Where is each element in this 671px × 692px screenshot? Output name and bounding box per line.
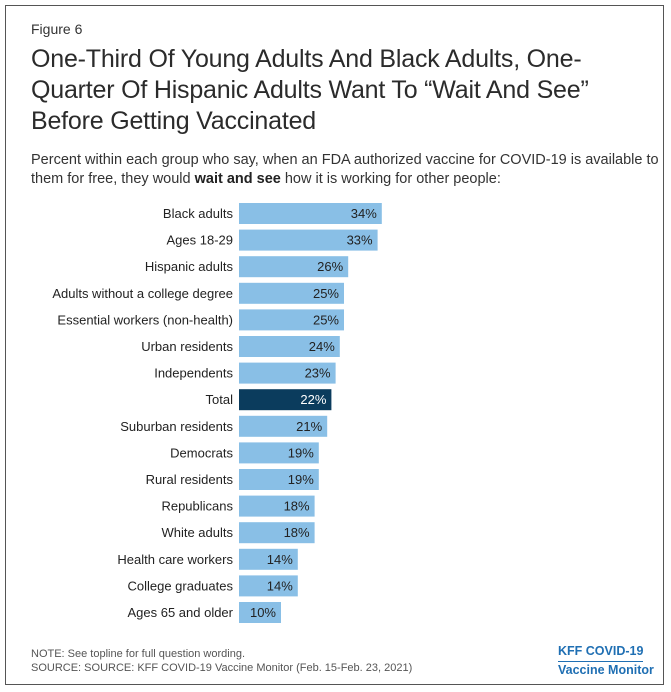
bar: [239, 548, 298, 570]
bar: [239, 602, 281, 623]
logo-line-1: KFF COVID-19: [558, 643, 644, 662]
category-label: Suburban residents: [120, 419, 233, 434]
bar: [239, 362, 336, 384]
category-label: Adults without a college degree: [52, 286, 233, 301]
category-label: Total: [206, 392, 234, 407]
category-label: Black adults: [163, 206, 234, 221]
value-label: 25%: [313, 312, 339, 327]
category-label: Essential workers (non-health): [57, 312, 233, 327]
figure-label: Figure 6: [31, 21, 83, 37]
bar-highlight: [239, 389, 332, 411]
value-label: 33%: [347, 233, 373, 248]
note-text: NOTE: See topline for full question word…: [31, 648, 246, 660]
logo-line-2: Vaccine Monitor: [558, 663, 654, 677]
value-label: 26%: [317, 259, 343, 274]
value-label: 24%: [309, 339, 335, 354]
bar: [239, 415, 328, 437]
bar-chart: Black adults 34% Ages 18-29 33% Hispanic adu…: [52, 203, 382, 623]
value-label: 14%: [267, 578, 293, 593]
chart-title: One-Third Of Young Adults And Black Adul…: [31, 45, 589, 135]
subtitle-text-bold: wait and see: [194, 171, 281, 187]
category-label: White adults: [161, 525, 233, 540]
subtitle-text-post: how it is working for other people:: [280, 171, 501, 187]
value-label: 10%: [250, 605, 276, 620]
chart-frame: Figure 6 One-Third Of Young Adults And B…: [5, 5, 664, 685]
value-label: 19%: [288, 445, 314, 460]
value-label: 23%: [305, 366, 331, 381]
bar: [239, 256, 349, 278]
category-label: Health care workers: [117, 552, 233, 567]
value-label: 25%: [313, 286, 339, 301]
value-label: 21%: [296, 419, 322, 434]
bar: [239, 495, 315, 517]
value-label: 18%: [284, 499, 310, 514]
chart-subtitle: Percent within each group who say, when …: [31, 151, 661, 189]
subtitle-text-pre: Percent within each group who say, when …: [31, 152, 659, 187]
footnote: NOTE: See topline for full question word…: [31, 647, 412, 675]
value-label: 19%: [288, 472, 314, 487]
source-text: SOURCE: SOURCE: KFF COVID-19 Vaccine Mon…: [31, 662, 413, 674]
kff-logo: KFF COVID-19 Vaccine Monitor: [558, 643, 654, 679]
value-label: 22%: [300, 392, 326, 407]
category-label: Rural residents: [146, 472, 234, 487]
category-label: Ages 18-29: [167, 233, 234, 248]
value-label: 14%: [267, 552, 293, 567]
bar: [239, 282, 344, 304]
bar: [239, 469, 319, 490]
bar: [239, 203, 382, 224]
bar: [239, 522, 315, 544]
category-label: Urban residents: [141, 339, 233, 354]
value-label: 34%: [351, 206, 377, 221]
value-label: 18%: [284, 525, 310, 540]
bar: [239, 229, 378, 251]
category-label: Independents: [154, 366, 233, 381]
category-label: Ages 65 and older: [127, 605, 233, 620]
category-label: Republicans: [161, 499, 233, 514]
bar: [239, 336, 340, 357]
bar: [239, 575, 298, 597]
category-label: College graduates: [127, 578, 233, 593]
category-label: Democrats: [170, 445, 233, 460]
bar: [239, 309, 344, 331]
category-label: Hispanic adults: [145, 259, 234, 274]
bar: [239, 442, 319, 464]
